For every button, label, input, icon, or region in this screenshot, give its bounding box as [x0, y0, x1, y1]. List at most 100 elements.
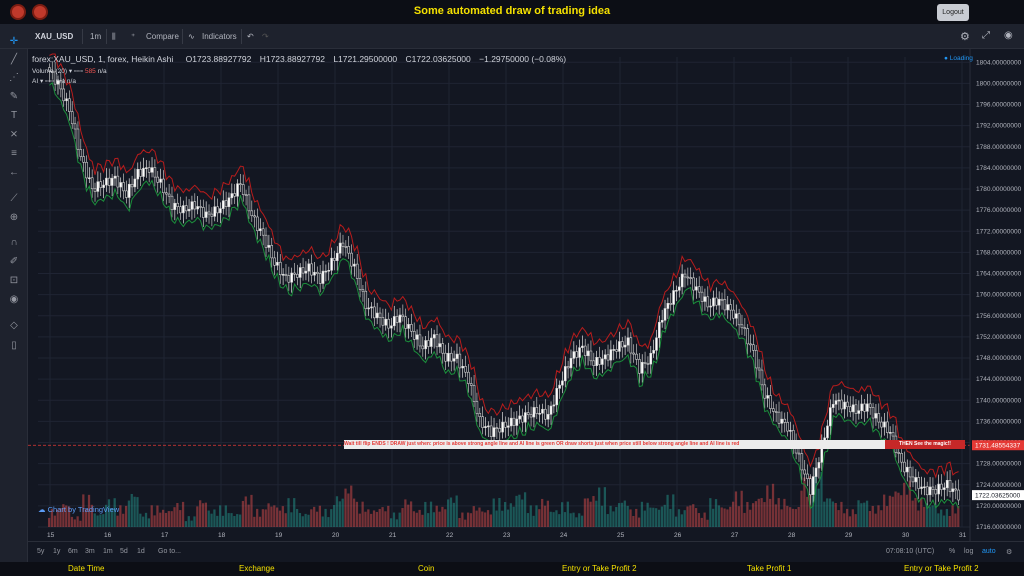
volume-legend[interactable]: Volume (20) ▾ ▫▫▫▫ 585 n/a: [32, 68, 107, 75]
candle-body: [489, 425, 493, 437]
candle-body: [216, 206, 219, 214]
candle-body: [373, 306, 376, 319]
volume-bar: [421, 514, 424, 527]
volume-bar: [535, 505, 538, 527]
ai-legend[interactable]: AI ▾ ▫▫▫▫ n/a n/a: [32, 78, 76, 85]
range-5y[interactable]: 5y: [37, 548, 45, 555]
zoom-icon[interactable]: ⊕: [9, 212, 19, 223]
candle-body: [575, 351, 578, 358]
crosshair-icon[interactable]: ✛: [9, 36, 19, 47]
symbol-line[interactable]: forex:XAU_USD, 1, forex, Heikin Ashi: [32, 54, 174, 64]
candle-body: [76, 128, 80, 150]
redo-icon[interactable]: ↷: [262, 32, 269, 41]
trend-line-icon[interactable]: ╱: [10, 54, 18, 65]
volume-bar: [734, 491, 738, 527]
auto-toggle[interactable]: auto: [982, 548, 996, 555]
volume-bar: [278, 510, 282, 527]
volume-bar: [133, 496, 136, 527]
pattern-tool-icon[interactable]: ⨯: [9, 129, 19, 140]
candle-body: [609, 349, 613, 361]
volume-bar: [880, 510, 883, 527]
candle-body: [392, 316, 396, 327]
candle-body: [441, 343, 445, 354]
lock-icon[interactable]: ⊡: [9, 275, 19, 286]
text-tool-icon[interactable]: T: [10, 110, 18, 121]
magnet-icon[interactable]: ∩: [10, 237, 18, 248]
candle-body: [250, 210, 254, 217]
candle-body: [809, 478, 812, 496]
prediction-tool-icon[interactable]: ≡: [11, 148, 17, 159]
indicators-button[interactable]: Indicators: [202, 32, 237, 41]
range-1m[interactable]: 1m: [103, 548, 113, 555]
candle-body: [236, 183, 239, 197]
candle-body: [846, 401, 849, 408]
volume-bar: [124, 505, 128, 527]
volume-bar: [817, 488, 820, 527]
volume-bar: [643, 510, 646, 527]
volume-bar: [920, 498, 923, 527]
range-1d[interactable]: 1d: [137, 548, 145, 555]
volume-bar: [714, 499, 718, 527]
volume-bar: [848, 516, 852, 527]
volume-bar: [789, 507, 792, 527]
candle-body: [943, 487, 946, 490]
candle-body: [908, 466, 912, 478]
volume-bar: [444, 509, 447, 527]
ruler-icon[interactable]: ⟋: [10, 193, 18, 204]
symbol-search[interactable]: XAU_USD: [35, 32, 74, 41]
volume-bar: [307, 514, 310, 527]
volume-bar: [199, 500, 202, 527]
candle-body: [903, 461, 906, 473]
goto-button[interactable]: Go to...: [158, 548, 181, 555]
range-5d[interactable]: 5d: [120, 548, 128, 555]
lock-drawing-icon[interactable]: ✐: [9, 256, 19, 267]
logout-button[interactable]: Logout: [937, 4, 969, 21]
volume-bar: [692, 504, 695, 527]
candle-body: [757, 367, 761, 371]
range-3m[interactable]: 3m: [85, 548, 95, 555]
scale-settings-icon[interactable]: ⚙: [1006, 549, 1013, 556]
volume-bar: [159, 512, 162, 527]
candle-body: [330, 257, 333, 271]
compare-button[interactable]: Compare: [146, 32, 179, 41]
volume-bar: [107, 499, 111, 527]
volume-bar: [441, 506, 444, 527]
candle-body: [860, 403, 863, 411]
fullscreen-icon[interactable]: ⤢: [982, 30, 990, 41]
volume-bar: [261, 509, 264, 527]
volume-bar: [449, 497, 453, 527]
candle-body: [182, 205, 185, 214]
volume-bar: [358, 513, 361, 527]
trash-icon[interactable]: ▯: [11, 340, 17, 351]
volume-bar: [130, 493, 133, 527]
volume-bar: [335, 496, 339, 527]
range-1y[interactable]: 1y: [53, 548, 61, 555]
camera-icon[interactable]: ◉: [1004, 30, 1013, 41]
fib-tool-icon[interactable]: ⋰: [9, 72, 19, 83]
arrow-back-icon[interactable]: ←: [9, 167, 19, 178]
volume-bar: [877, 505, 880, 527]
volume-bar: [167, 511, 170, 527]
candle-body: [498, 428, 502, 433]
volume-bar: [908, 480, 911, 527]
mask-logo-icon: [32, 4, 48, 20]
candle-body: [378, 312, 382, 318]
undo-icon[interactable]: ↶: [247, 32, 254, 41]
eye-icon[interactable]: ◉: [9, 294, 19, 305]
range-6m[interactable]: 6m: [68, 548, 78, 555]
percent-toggle[interactable]: %: [949, 548, 956, 555]
settings-gear-icon[interactable]: ⚙: [960, 31, 970, 43]
log-toggle[interactable]: log: [964, 548, 974, 555]
brush-icon[interactable]: ✎: [9, 91, 19, 102]
interval-select[interactable]: 1m: [90, 32, 102, 41]
price-chart[interactable]: 1804.00000000 1800.00000000 1796.00000000 1…: [28, 49, 1024, 541]
tradingview-watermark[interactable]: ☁ Chart by TradingView: [38, 505, 120, 514]
candle-body: [948, 480, 952, 492]
candle-body: [658, 321, 661, 339]
candle-body: [358, 278, 362, 290]
layers-icon[interactable]: ◇: [10, 320, 18, 331]
candle-body: [512, 417, 516, 426]
chart-type-icon[interactable]: ⫼: [112, 32, 116, 41]
candle-body: [703, 296, 707, 302]
candle-body: [655, 337, 658, 351]
